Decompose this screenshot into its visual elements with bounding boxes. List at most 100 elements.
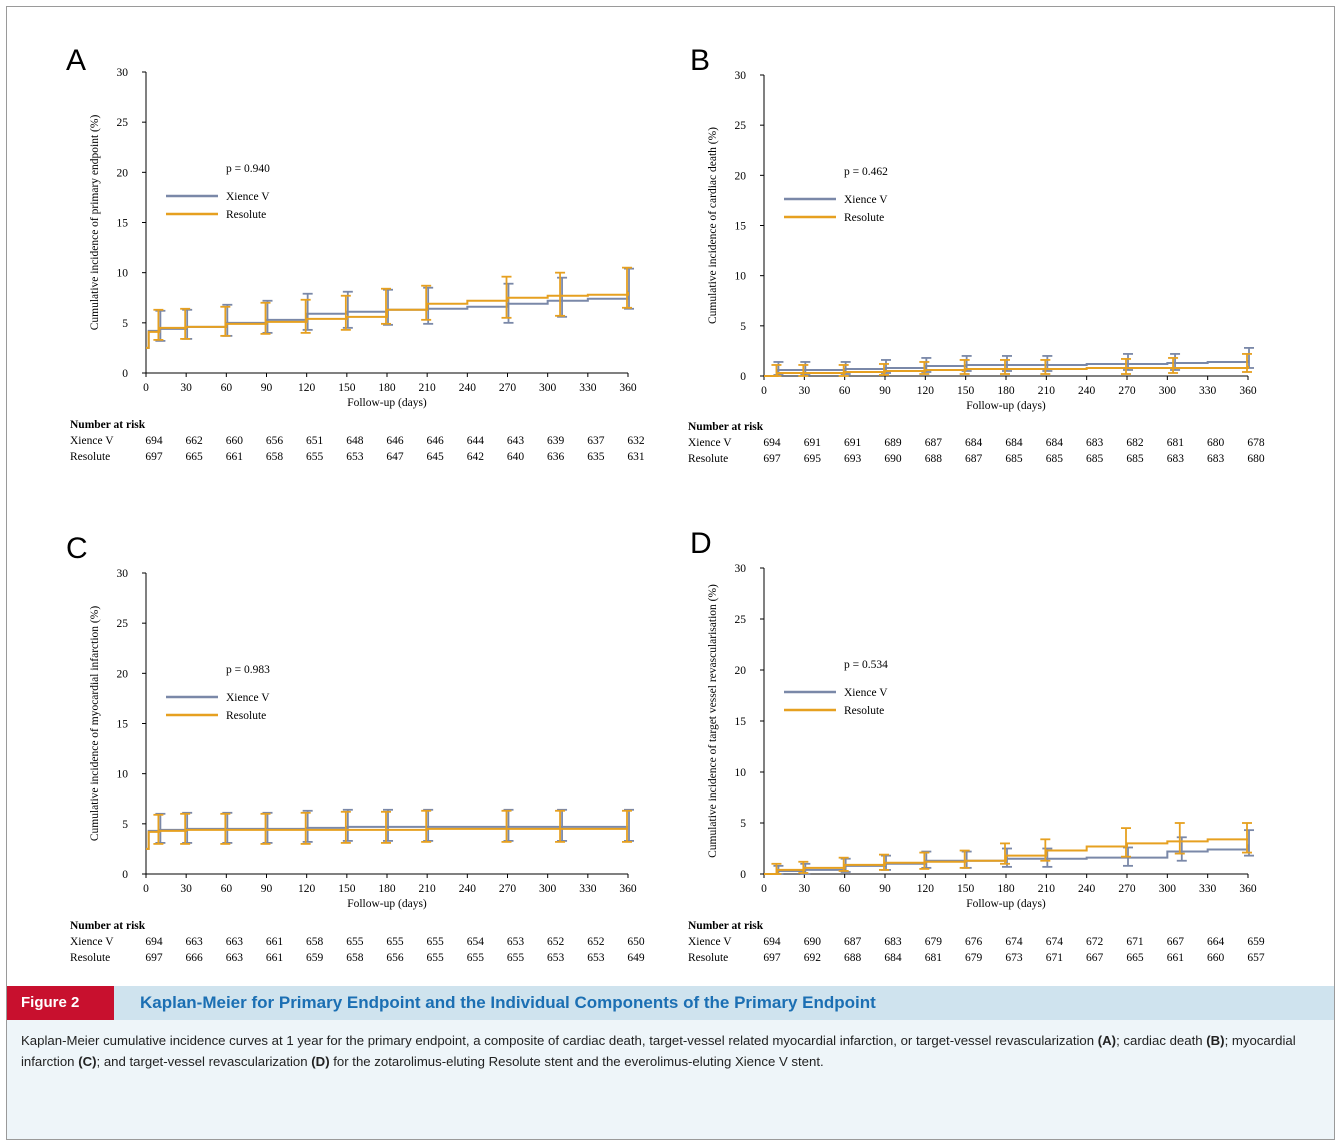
risk-row-label: Resolute <box>688 453 728 465</box>
risk-value: 687 <box>965 453 983 465</box>
risk-value: 684 <box>1046 437 1064 449</box>
risk-value: 642 <box>467 451 485 463</box>
error-bar-xience <box>263 813 273 843</box>
risk-value: 697 <box>145 952 163 964</box>
x-tick-label: 180 <box>997 385 1015 397</box>
x-tick-label: 60 <box>839 883 851 895</box>
risk-value: 647 <box>386 451 404 463</box>
y-tick-label: 20 <box>735 170 747 182</box>
risk-value: 682 <box>1126 437 1144 449</box>
x-tick-label: 90 <box>261 382 273 394</box>
risk-value: 672 <box>1086 936 1104 948</box>
risk-value: 658 <box>306 936 324 948</box>
x-tick-label: 210 <box>1038 385 1056 397</box>
x-tick-label: 270 <box>1118 385 1136 397</box>
error-bar-xience <box>155 814 165 843</box>
risk-value: 690 <box>804 936 822 948</box>
x-tick-label: 330 <box>1199 883 1217 895</box>
error-bar-resolute <box>555 273 565 316</box>
risk-value: 653 <box>587 952 605 964</box>
caption-segment: Kaplan-Meier cumulative incidence curves… <box>21 1033 1098 1048</box>
x-tick-label: 30 <box>799 385 811 397</box>
y-axis-label: Cumulative incidence of primary endpoint… <box>89 115 101 331</box>
risk-value: 691 <box>844 437 862 449</box>
error-bar-resolute <box>301 300 311 333</box>
figure-title-bar: Figure 2 Kaplan-Meier for Primary Endpoi… <box>7 986 1334 1020</box>
risk-value: 681 <box>925 952 943 964</box>
risk-value: 660 <box>1207 952 1225 964</box>
panel-letter: D <box>690 527 712 560</box>
error-bar-xience <box>343 810 353 841</box>
y-tick-label: 5 <box>122 318 128 330</box>
caption-segment: ; cardiac death <box>1116 1033 1206 1048</box>
risk-value: 683 <box>1086 437 1104 449</box>
y-tick-label: 10 <box>117 268 129 280</box>
x-tick-label: 60 <box>221 883 233 895</box>
risk-value: 697 <box>763 453 781 465</box>
risk-value: 697 <box>763 952 781 964</box>
risk-value: 667 <box>1167 936 1185 948</box>
legend-label-xience: Xience V <box>844 687 888 699</box>
legend-label-xience: Xience V <box>226 191 270 203</box>
panel-letter: C <box>66 532 88 565</box>
y-tick-label: 0 <box>122 869 128 881</box>
risk-value: 658 <box>346 952 364 964</box>
risk-value: 654 <box>467 936 485 948</box>
risk-value: 664 <box>1207 936 1225 948</box>
risk-value: 684 <box>1005 437 1023 449</box>
x-tick-label: 270 <box>499 883 517 895</box>
x-tick-label: 150 <box>338 883 356 895</box>
risk-value: 640 <box>507 451 525 463</box>
risk-value: 662 <box>186 435 204 447</box>
legend-label-resolute: Resolute <box>226 710 266 722</box>
error-bar-resolute <box>1242 823 1252 853</box>
risk-value: 653 <box>507 936 525 948</box>
risk-value: 683 <box>1167 453 1185 465</box>
y-tick-label: 25 <box>735 120 747 132</box>
x-tick-label: 180 <box>378 382 396 394</box>
risk-value: 663 <box>226 952 244 964</box>
risk-row-label: Xience V <box>688 437 732 449</box>
risk-value: 651 <box>306 435 324 447</box>
risk-row-label: Resolute <box>688 952 728 964</box>
error-bar-xience <box>423 810 433 841</box>
caption-panel-ref: (B) <box>1206 1033 1224 1048</box>
x-tick-label: 240 <box>1078 385 1096 397</box>
risk-value: 652 <box>547 936 565 948</box>
x-tick-label: 360 <box>619 883 637 895</box>
risk-value: 652 <box>587 936 605 948</box>
panel-c: C0510152025300 30 60 90 120 150 180 210 240 270 30… <box>66 532 645 964</box>
error-bar-resolute <box>622 268 632 308</box>
x-tick-label: 60 <box>221 382 233 394</box>
y-tick-label: 5 <box>122 819 128 831</box>
legend-label-resolute: Resolute <box>844 212 884 224</box>
error-bar-xience <box>504 810 514 841</box>
error-bar-xience <box>624 269 634 309</box>
y-tick-label: 0 <box>122 368 128 380</box>
y-tick-label: 10 <box>735 767 747 779</box>
risk-table-title: Number at risk <box>70 419 146 431</box>
y-tick-label: 10 <box>735 271 747 283</box>
y-tick-label: 15 <box>735 716 747 728</box>
risk-value: 636 <box>547 451 565 463</box>
x-tick-label: 0 <box>143 883 149 895</box>
x-tick-label: 60 <box>839 385 851 397</box>
error-bar-xience <box>383 290 393 325</box>
risk-value: 690 <box>884 453 902 465</box>
risk-row-label: Resolute <box>70 451 110 463</box>
y-tick-label: 25 <box>735 614 747 626</box>
p-value-label: p = 0.534 <box>844 659 888 671</box>
risk-value: 648 <box>346 435 364 447</box>
risk-value: 681 <box>1167 437 1185 449</box>
y-tick-label: 30 <box>117 67 129 79</box>
y-tick-label: 25 <box>117 618 129 630</box>
risk-value: 658 <box>266 451 284 463</box>
error-bar-xience <box>155 311 165 341</box>
error-bar-resolute <box>1040 360 1050 374</box>
risk-value: 688 <box>925 453 943 465</box>
x-tick-label: 120 <box>298 883 316 895</box>
risk-value: 671 <box>1046 952 1064 964</box>
series-line-resolute <box>764 839 1248 874</box>
x-tick-label: 120 <box>917 385 935 397</box>
risk-value: 653 <box>547 952 565 964</box>
